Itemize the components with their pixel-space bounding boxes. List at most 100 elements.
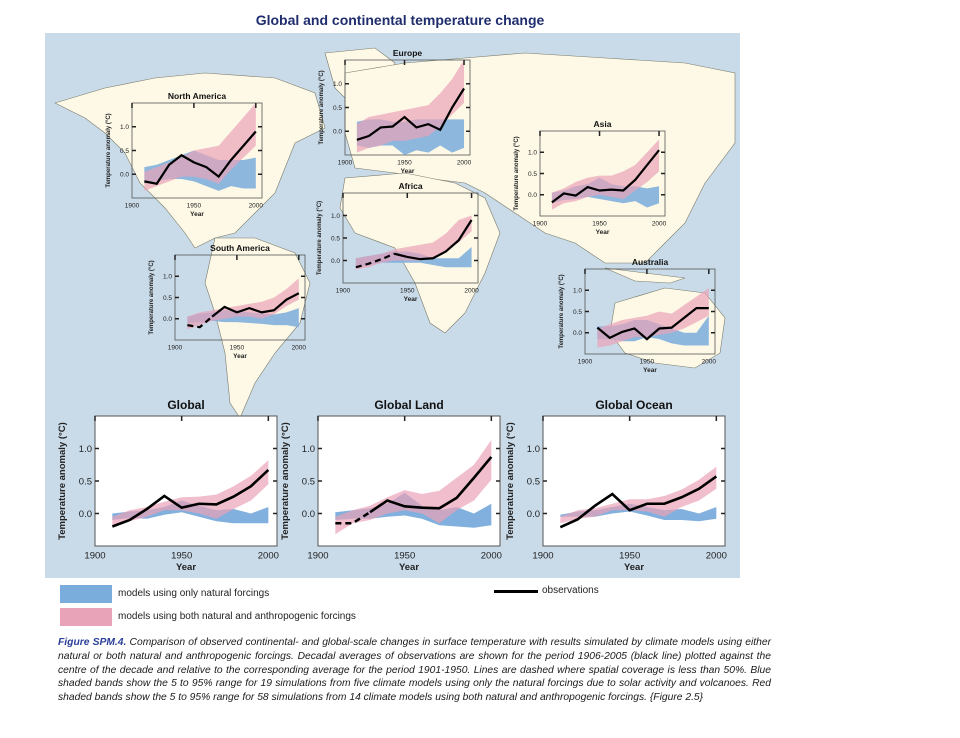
legend-line-observations [494, 590, 538, 593]
y-tick-label: 0.0 [163, 316, 172, 323]
x-axis-label: Year [596, 229, 610, 236]
x-tick-label: 2000 [706, 551, 727, 562]
chart-title: Global [167, 398, 204, 412]
anthropogenic-forcings-band [551, 139, 660, 210]
landmass [604, 267, 686, 284]
x-tick-label: 2000 [481, 551, 502, 562]
x-tick-label: 1950 [171, 551, 192, 562]
chart-title: Global Land [374, 398, 443, 412]
observations-line [394, 219, 473, 261]
y-axis-label: Temperature anomaly (°C) [317, 201, 323, 275]
y-tick-label: 0.5 [302, 476, 315, 487]
x-tick-label: 1950 [592, 221, 607, 228]
y-tick-label: 0.5 [79, 476, 92, 487]
anthropogenic-forcings-band [355, 215, 472, 270]
x-axis-label: Year [624, 562, 644, 573]
x-tick-label: 1900 [578, 359, 593, 366]
x-tick-label: 2000 [249, 203, 264, 210]
x-tick-label: 2000 [457, 160, 472, 167]
y-tick-label: 0.5 [331, 235, 340, 242]
y-tick-label: 0.5 [333, 105, 342, 112]
x-axis-label: Year [401, 168, 415, 175]
anthropogenic-forcings-band [187, 278, 299, 330]
y-tick-label: 0.0 [573, 330, 582, 337]
y-axis-label: Temperature anomaly (°C) [505, 422, 516, 540]
chart-north-america: North America 0.0 0.5 1.0 1900 1950 2000 Year Te… [106, 91, 263, 218]
legend-label-natural: models using only natural forcings [118, 588, 270, 599]
chart-global-ocean: Global Ocean 0.0 0.5 1.0 1900 1950 2000 Year Tem… [505, 398, 727, 573]
chart-title: Global Ocean [595, 398, 672, 412]
anthropogenic-forcings-band [112, 460, 269, 527]
x-tick-label: 1900 [336, 288, 351, 295]
x-tick-label: 1950 [187, 203, 202, 210]
anthropogenic-forcings-band [356, 60, 465, 153]
x-axis-label: Year [404, 296, 418, 303]
x-tick-label: 1950 [230, 345, 245, 352]
y-tick-label: 0.5 [163, 295, 172, 302]
legend-label-observations: observations [542, 585, 599, 596]
anthropogenic-forcings-band [597, 288, 709, 348]
x-tick-label: 1900 [84, 551, 105, 562]
world-map-land [54, 47, 736, 419]
chart-title: Europe [393, 48, 423, 58]
x-axis-label: Year [399, 562, 419, 573]
y-axis-label: Temperature anomaly (°C) [514, 136, 520, 210]
chart-title: Asia [594, 119, 612, 129]
plot-background [543, 416, 725, 546]
legend-swatch-anthro [60, 608, 112, 626]
y-axis-label: Temperature anomaly (°C) [106, 113, 112, 187]
observations-line-dashed [355, 252, 395, 269]
y-tick-label: 1.0 [333, 81, 342, 88]
chart-south-america: South America 0.0 0.5 1.0 1900 1950 2000 Year Te… [149, 243, 306, 360]
x-tick-label: 1950 [400, 288, 415, 295]
figure-title: Global and continental temperature chang… [255, 12, 545, 28]
charts-layer: North America 0.0 0.5 1.0 1900 1950 2000 Year Te… [57, 48, 727, 573]
x-tick-label: 1950 [640, 359, 655, 366]
y-tick-label: 1.0 [573, 288, 582, 295]
caption-text: Comparison of observed continental- and … [58, 637, 771, 704]
observations-line [356, 87, 465, 141]
y-tick-label: 1.0 [528, 150, 537, 157]
x-axis-label: Year [233, 353, 247, 360]
observations-line [559, 475, 718, 529]
caption-label: Figure SPM.4. [58, 637, 127, 648]
chart-asia: Asia 0.0 0.5 1.0 1900 1950 2000 Year Temperature… [514, 119, 667, 236]
y-tick-label: 1.0 [163, 274, 172, 281]
y-axis-label: Temperature anomaly (°C) [559, 274, 565, 348]
y-tick-label: 0.0 [527, 509, 540, 520]
x-tick-label: 1900 [533, 221, 548, 228]
x-tick-label: 1950 [397, 160, 412, 167]
y-tick-label: 1.0 [331, 213, 340, 220]
x-tick-label: 1900 [532, 551, 553, 562]
y-axis-label: Temperature anomaly (°C) [57, 422, 68, 540]
observations-line [369, 456, 493, 514]
figure-panel: North America 0.0 0.5 1.0 1900 1950 2000 Year Te… [45, 33, 740, 578]
y-tick-label: 1.0 [527, 444, 540, 455]
figure-caption: Figure SPM.4. Comparison of observed con… [58, 636, 771, 705]
chart-europe: Europe 0.0 0.5 1.0 1900 1950 2000 Year Temperatu… [319, 48, 472, 175]
chart-africa: Africa 0.0 0.5 1.0 1900 1950 2000 Year Temperatu… [317, 181, 479, 303]
y-tick-label: 0.5 [528, 171, 537, 178]
y-tick-label: 0.0 [333, 129, 342, 136]
x-tick-label: 1900 [338, 160, 353, 167]
world-map-with-charts: North America 0.0 0.5 1.0 1900 1950 2000 Year Te… [54, 47, 736, 573]
x-axis-label: Year [176, 562, 196, 573]
y-tick-label: 0.0 [331, 258, 340, 265]
chart-global: Global 0.0 0.5 1.0 1900 1950 2000 Year Temperatu… [57, 398, 279, 573]
x-tick-label: 1900 [125, 203, 140, 210]
x-tick-label: 2000 [702, 359, 717, 366]
chart-australia: Australia 0.0 0.5 1.0 1900 1950 2000 Year Temper… [559, 257, 716, 374]
chart-title: Africa [398, 181, 422, 191]
y-axis-label: Temperature anomaly (°C) [280, 422, 291, 540]
anthropogenic-forcings-band [144, 103, 256, 191]
legend-swatch-natural [60, 585, 112, 603]
x-axis-label: Year [643, 367, 657, 374]
x-axis-label: Year [190, 211, 204, 218]
y-tick-label: 1.0 [302, 444, 315, 455]
chart-title: North America [168, 91, 227, 101]
x-tick-label: 2000 [464, 288, 479, 295]
y-tick-label: 0.0 [79, 509, 92, 520]
y-tick-label: 0.0 [302, 509, 315, 520]
observations-line [211, 292, 300, 318]
observations-line [551, 149, 660, 204]
